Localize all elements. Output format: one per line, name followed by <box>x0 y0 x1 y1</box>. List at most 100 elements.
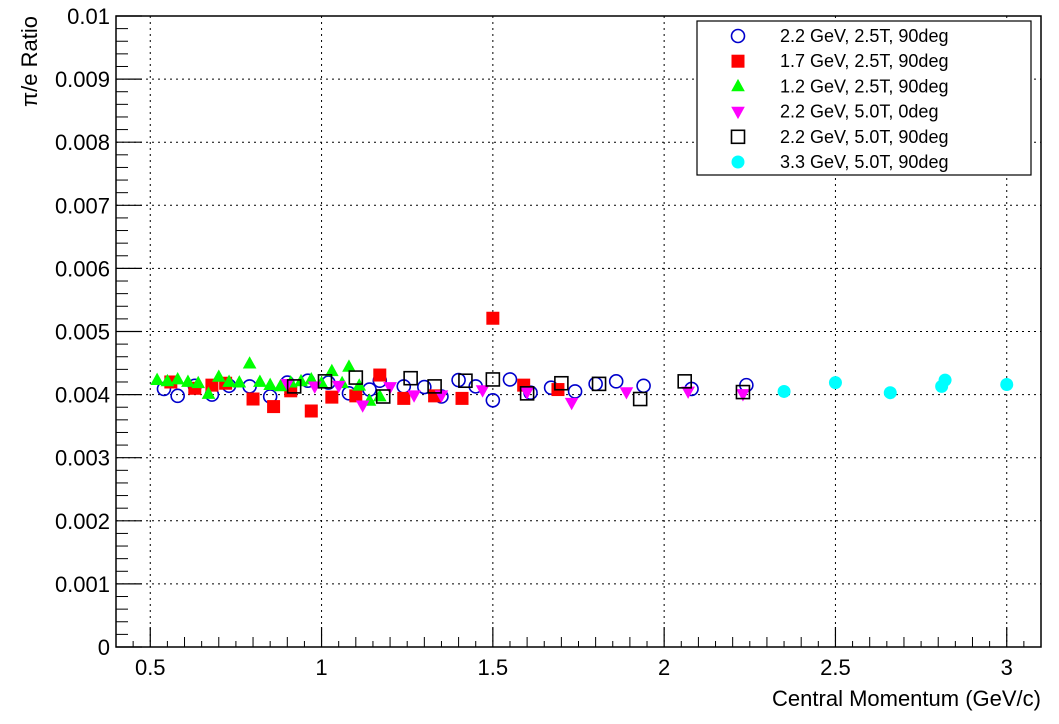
data-point <box>160 373 175 387</box>
data-point <box>349 389 363 403</box>
y-tick-label: 0.004 <box>55 383 110 408</box>
series-4 <box>286 370 751 407</box>
legend-label: 2.2 GeV, 5.0T, 0deg <box>780 102 938 122</box>
data-point <box>619 387 634 400</box>
data-point <box>455 391 469 405</box>
legend-marker <box>731 78 745 92</box>
y-tick-label: 0.01 <box>67 4 110 29</box>
x-tick-label: 1.5 <box>478 655 509 680</box>
y-tick-label: 0.006 <box>55 256 110 281</box>
y-tick-label: 0.003 <box>55 446 110 471</box>
data-point <box>397 391 411 405</box>
data-point <box>486 311 500 325</box>
data-point <box>736 389 750 402</box>
data-point <box>938 373 952 387</box>
data-point <box>1000 378 1014 392</box>
data-point <box>427 379 442 394</box>
x-tick-label: 2.5 <box>820 655 851 680</box>
data-point <box>304 371 319 385</box>
data-point <box>828 376 842 390</box>
data-point <box>342 359 356 372</box>
x-tick-label: 0.5 <box>135 655 166 680</box>
data-point <box>253 374 267 387</box>
legend-marker <box>730 28 746 44</box>
data-point <box>520 387 534 400</box>
data-point <box>519 386 535 401</box>
data-point <box>777 384 791 398</box>
data-point <box>201 386 216 399</box>
data-point <box>383 382 397 395</box>
data-point <box>608 374 624 389</box>
data-point <box>181 374 195 387</box>
legend-entries: 2.2 GeV, 2.5T, 90deg 1.7 GeV, 2.5T, 90deg… <box>730 26 948 172</box>
data-point <box>232 375 247 388</box>
data-point <box>403 370 418 386</box>
data-point <box>373 368 387 382</box>
legend-label: 2.2 GeV, 5.0T, 90deg <box>780 127 948 147</box>
data-point <box>407 390 421 403</box>
x-tick-label: 3 <box>1001 655 1013 680</box>
data-point <box>263 377 277 391</box>
legend-label: 1.2 GeV, 2.5T, 90deg <box>780 76 948 96</box>
data-point <box>191 375 206 389</box>
data-point <box>355 400 370 413</box>
data-point <box>375 389 391 404</box>
y-tick-label: 0 <box>98 635 110 660</box>
data-point <box>502 372 518 387</box>
legend-box <box>696 20 1032 176</box>
legend-label: 1.7 GeV, 2.5T, 90deg <box>780 51 948 71</box>
data-point <box>242 356 257 369</box>
x-axis-title: Central Momentum (GeV/c) <box>772 686 1041 711</box>
data-point <box>735 384 751 400</box>
data-point <box>632 391 648 407</box>
data-point <box>317 374 333 389</box>
legend-marker <box>731 155 745 169</box>
legend: 2.2 GeV, 2.5T, 90deg 1.7 GeV, 2.5T, 90deg… <box>696 20 1032 176</box>
legend-label: 3.3 GeV, 5.0T, 90deg <box>780 152 948 172</box>
x-tick-label: 1 <box>315 655 327 680</box>
data-point <box>304 404 318 418</box>
data-point <box>677 374 693 389</box>
data-point <box>475 385 490 398</box>
data-point <box>170 371 185 385</box>
y-tick-label: 0.002 <box>55 509 110 534</box>
y-tick-label: 0.009 <box>55 67 110 92</box>
data-point <box>222 374 236 387</box>
legend-marker <box>731 54 745 68</box>
data-point <box>273 378 288 392</box>
data-point <box>485 392 501 408</box>
axes: 0.5 1 1.5 2 2.5 3 0 0.001 0.002 0.003 0.004 0.005 0.… <box>55 4 1042 680</box>
data-point <box>325 390 339 404</box>
data-points <box>150 311 1014 418</box>
y-tick-label: 0.008 <box>55 130 110 155</box>
legend-label: 2.2 GeV, 2.5T, 90deg <box>780 26 948 46</box>
data-point <box>883 386 897 400</box>
data-point <box>554 375 569 391</box>
y-tick-label: 0.001 <box>55 572 110 597</box>
series-3 <box>280 378 750 413</box>
x-tick-label: 2 <box>658 655 670 680</box>
data-point <box>246 392 260 406</box>
plot-frame <box>115 15 1042 648</box>
y-axis-title: π/e Ratio <box>17 16 42 107</box>
data-point <box>564 397 579 411</box>
data-point <box>170 388 185 404</box>
legend-marker <box>730 129 746 145</box>
data-point <box>286 379 302 394</box>
legend-marker <box>731 106 745 120</box>
data-point <box>267 400 281 414</box>
data-point <box>348 370 364 385</box>
data-point <box>325 363 339 377</box>
data-point <box>211 369 226 382</box>
series-5 <box>777 373 1014 400</box>
data-point <box>331 380 346 394</box>
data-point <box>417 379 432 395</box>
y-tick-label: 0.007 <box>55 193 110 218</box>
data-point <box>591 376 607 392</box>
data-point <box>681 386 695 399</box>
grid-lines <box>116 16 1041 647</box>
data-point <box>458 373 473 389</box>
y-tick-label: 0.005 <box>55 320 110 345</box>
data-point <box>485 372 501 387</box>
